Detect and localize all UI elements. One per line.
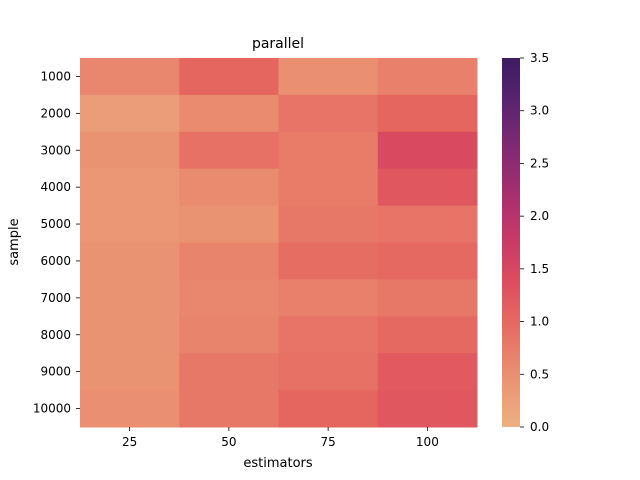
heatmap-cell <box>377 205 478 243</box>
colorbar-tick-label: 3.0 <box>530 104 549 118</box>
heatmap-cell <box>179 168 279 207</box>
heatmap-cell <box>80 316 180 354</box>
heatmap-cell <box>278 242 379 280</box>
colorbar <box>502 58 520 427</box>
colorbar-tick-label: 1.5 <box>530 262 549 276</box>
y-tick-labels: 1000 2000 3000 4000 5000 6000 7000 8000 9000 1000… <box>33 69 80 416</box>
colorbar-tick-label: 2.5 <box>530 156 549 170</box>
heatmap-cell <box>179 131 279 170</box>
heatmap-cell <box>80 168 180 207</box>
heatmap-cell <box>80 94 180 133</box>
colorbar-tick-label: 0.5 <box>530 367 549 381</box>
heatmap-cell <box>377 242 478 280</box>
colorbar-tick-label: 0.0 <box>530 420 549 434</box>
heatmap-cell <box>278 205 379 243</box>
colorbar-tick-label: 1.0 <box>530 315 549 329</box>
y-axis-label: sample <box>7 218 22 265</box>
y-tick-label: 3000 <box>40 143 71 157</box>
heatmap-cell <box>179 316 279 354</box>
x-axis-label: estimators <box>243 456 313 471</box>
heatmap-cell <box>179 205 279 243</box>
heatmap-cell <box>278 168 379 207</box>
y-tick-label: 1000 <box>40 69 71 83</box>
heatmap-cell <box>179 390 279 428</box>
y-tick-label: 4000 <box>40 180 71 194</box>
heatmap-cell <box>278 316 379 354</box>
heatmap-cell <box>80 205 180 243</box>
heatmap-cell <box>377 58 478 96</box>
chart-title: parallel <box>252 36 304 52</box>
heatmap-cell <box>377 168 478 207</box>
heatmap-cells <box>80 58 478 428</box>
heatmap-cell <box>377 279 478 317</box>
colorbar-ticks: 0.0 0.5 1.0 1.5 2.0 2.5 3.0 3.5 <box>520 51 549 434</box>
heatmap-cell <box>278 390 379 428</box>
heatmap-cell <box>179 94 279 133</box>
heatmap-cell <box>377 353 478 391</box>
heatmap-cell <box>80 131 180 170</box>
heatmap-cell <box>80 353 180 391</box>
y-tick-label: 2000 <box>40 106 71 120</box>
heatmap-cell <box>179 242 279 280</box>
x-tick-label: 100 <box>416 435 439 449</box>
heatmap-cell <box>80 242 180 280</box>
x-tick-label: 50 <box>221 435 236 449</box>
heatmap-cell <box>179 279 279 317</box>
heatmap-cell <box>377 131 478 170</box>
heatmap-cell <box>377 390 478 428</box>
heatmap-cell <box>179 58 279 96</box>
x-tick-label: 25 <box>122 435 137 449</box>
colorbar-tick-label: 2.0 <box>530 209 549 223</box>
y-tick-label: 5000 <box>40 217 71 231</box>
y-tick-label: 8000 <box>40 328 71 342</box>
heatmap-cell <box>278 131 379 170</box>
x-tick-labels: 25 50 75 100 <box>122 427 439 449</box>
heatmap-cell <box>377 94 478 133</box>
colorbar-tick-label: 3.5 <box>530 51 549 65</box>
y-tick-label: 10000 <box>33 402 71 416</box>
heatmap-cell <box>377 316 478 354</box>
heatmap-cell <box>179 353 279 391</box>
x-tick-label: 75 <box>320 435 335 449</box>
heatmap-cell <box>80 390 180 428</box>
heatmap-cell <box>80 279 180 317</box>
y-tick-label: 9000 <box>40 365 71 379</box>
heatmap-cell <box>278 279 379 317</box>
heatmap-cell <box>80 58 180 96</box>
heatmap-cell <box>278 58 379 96</box>
y-tick-label: 6000 <box>40 254 71 268</box>
heatmap-cell <box>278 94 379 133</box>
heatmap-cell <box>278 353 379 391</box>
y-tick-label: 7000 <box>40 291 71 305</box>
